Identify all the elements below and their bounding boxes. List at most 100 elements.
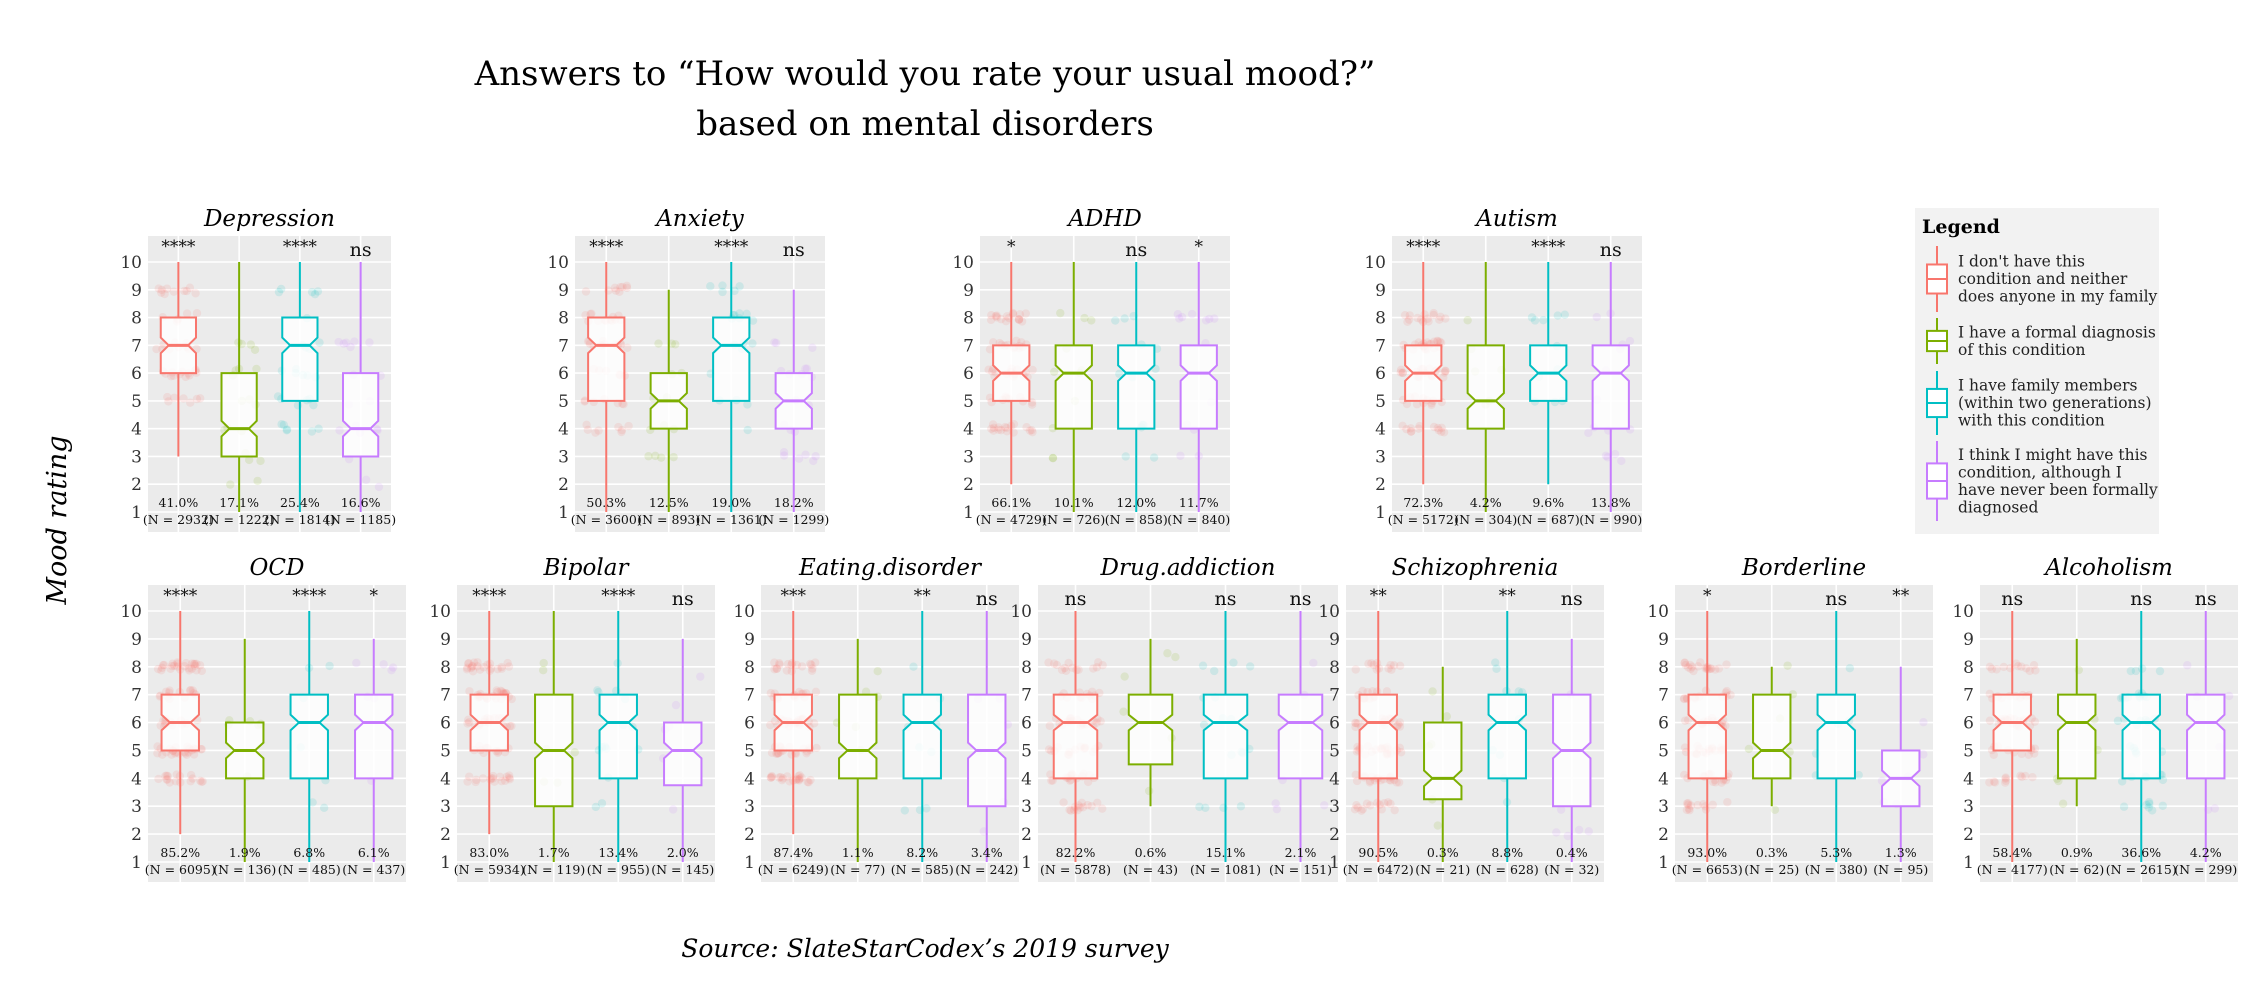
significance-label: **** (472, 586, 507, 606)
jitter-point (783, 659, 793, 669)
jitter-point (170, 393, 179, 402)
jitter-point (1382, 687, 1392, 696)
jitter-point (772, 664, 782, 673)
y-tick-label: 7 (1375, 336, 1386, 356)
jitter-point (1398, 368, 1407, 378)
jitter-point (244, 455, 254, 465)
significance-label: **** (163, 586, 198, 606)
jitter-point (172, 770, 181, 779)
jitter-point (1377, 805, 1386, 814)
jitter-point (1201, 316, 1211, 325)
jitter-point (1074, 801, 1083, 810)
jitter-point (1992, 665, 2001, 674)
box-borderline-3: ns 5.3% (N = 380) (1805, 588, 1868, 877)
jitter-point (166, 664, 175, 674)
significance-label: **** (714, 237, 749, 257)
jitter-point (2030, 744, 2040, 753)
jitter-point (811, 658, 820, 667)
significance-label: * (1007, 237, 1016, 257)
jitter-point (1723, 797, 1732, 807)
jitter-point (191, 289, 200, 298)
jitter-point (1080, 313, 1089, 323)
jitter-point (2001, 774, 2010, 783)
count-label: (N = 585) (891, 862, 954, 877)
box-ocd-1: **** 85.2% (N = 6095) (145, 586, 216, 877)
jitter-point (1065, 805, 1074, 814)
jitter-point (1687, 662, 1697, 671)
jitter-point (2113, 716, 2123, 726)
jitter-point (250, 345, 260, 354)
jitter-point (611, 286, 621, 295)
jitter-point (775, 659, 784, 668)
jitter-point (1514, 687, 1523, 696)
jitter-point (777, 775, 787, 785)
jitter-point (186, 685, 195, 695)
legend-label: condition and neither (1958, 270, 2128, 288)
jitter-point (466, 663, 476, 673)
count-label: (N = 43) (1123, 862, 1178, 877)
significance-label: ** (1370, 586, 1388, 606)
y-tick-label: 9 (1658, 630, 1669, 650)
jitter-point (1440, 368, 1449, 377)
jitter-point (196, 776, 205, 786)
significance-label: ns (672, 588, 694, 610)
jitter-point (1402, 424, 1411, 434)
count-label: (N = 3600) (571, 512, 642, 527)
jitter-point (189, 659, 199, 669)
box-borderline-1: * 93.0% (N = 6653) (1672, 586, 1743, 877)
jitter-point (1989, 750, 1998, 759)
jitter-point (1682, 799, 1692, 808)
percent-label: 0.3% (1756, 845, 1788, 860)
jitter-point (159, 660, 169, 670)
y-tick-label: 3 (131, 447, 142, 467)
jitter-point (989, 426, 998, 435)
jitter-point (1387, 665, 1396, 674)
jitter-point (766, 773, 776, 782)
significance-label: ns (1825, 588, 1847, 610)
jitter-point (1195, 802, 1204, 812)
box-autism-4: ns 13.8% (N = 990) (1579, 239, 1642, 527)
jitter-point (1077, 798, 1087, 808)
jitter-point (1353, 719, 1362, 728)
jitter-point (169, 287, 179, 296)
jitter-point (1210, 666, 1219, 676)
jitter-point (1395, 661, 1405, 671)
jitter-point (2117, 777, 2127, 786)
jitter-point (1415, 421, 1424, 431)
y-tick-label: 8 (1963, 658, 1974, 678)
jitter-point (1175, 314, 1184, 323)
y-tick-label: 5 (131, 741, 142, 761)
y-tick-label: 3 (1021, 797, 1032, 817)
box-body (2121, 693, 2161, 780)
significance-label: ns (1561, 588, 1583, 610)
jitter-point (539, 658, 548, 668)
significance-label: * (1195, 237, 1204, 257)
jitter-point (987, 311, 996, 320)
jitter-point (308, 798, 317, 807)
percent-label: 36.6% (2121, 845, 2161, 860)
jitter-point (1429, 308, 1438, 318)
jitter-point (1025, 426, 1035, 435)
jitter-point (795, 774, 804, 783)
y-tick-label: 2 (744, 825, 755, 845)
jitter-point (1389, 661, 1399, 670)
jitter-point (1350, 718, 1360, 728)
jitter-point (771, 338, 781, 348)
jitter-point (785, 777, 794, 786)
jitter-point (2030, 717, 2040, 726)
jitter-point (766, 688, 776, 698)
y-tick-label: 2 (131, 825, 142, 845)
percent-label: 87.4% (773, 845, 813, 860)
legend-title: Legend (1922, 216, 2000, 238)
jitter-point (1351, 718, 1361, 728)
jitter-point (922, 804, 931, 813)
significance-label: ns (1065, 588, 1087, 610)
y-tick-label: 5 (1329, 741, 1340, 761)
jitter-point (162, 284, 172, 293)
y-tick-label: 10 (429, 602, 451, 622)
jitter-point (1689, 666, 1698, 676)
jitter-point (1351, 722, 1360, 732)
